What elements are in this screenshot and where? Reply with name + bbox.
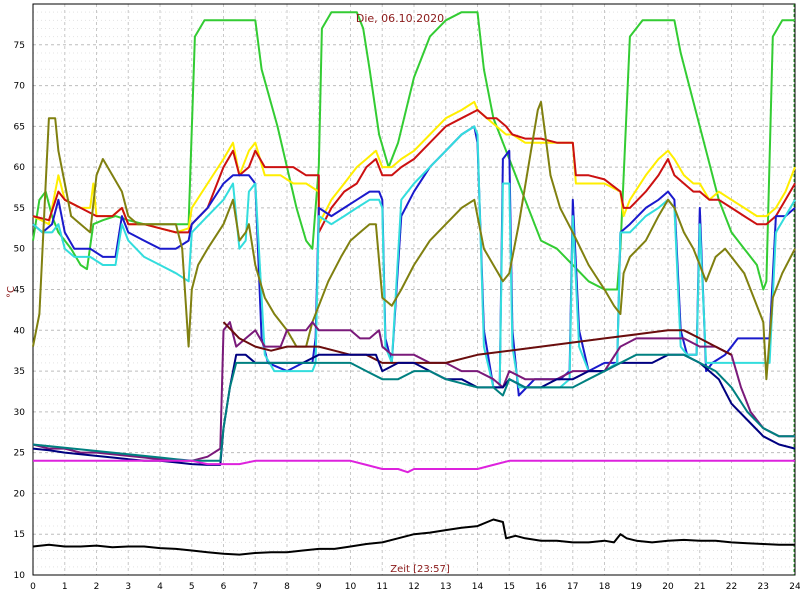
x-tick-label: 17: [567, 582, 578, 592]
y-axis-label: °C: [6, 286, 17, 298]
series-line: [32, 125, 796, 389]
series-line: [32, 518, 795, 556]
x-tick-label: 14: [472, 582, 484, 592]
x-tick-label: 16: [535, 582, 547, 592]
x-tick-label: 8: [284, 582, 290, 592]
x-tick-label: 6: [221, 582, 227, 592]
y-tick-label: 20: [14, 489, 26, 499]
y-tick-label: 15: [14, 530, 25, 540]
x-tick-label: 24: [789, 582, 800, 592]
y-tick-label: 30: [14, 408, 26, 418]
x-tick-label: 19: [631, 582, 643, 592]
series-line: [32, 11, 795, 291]
chart-title: Die, 06.10.2020: [356, 12, 444, 25]
series-line: [33, 459, 795, 474]
chart-series-group: [32, 11, 796, 556]
x-tick-label: 23: [758, 582, 769, 592]
series-line: [222, 321, 732, 364]
plot-frame: [32, 3, 796, 576]
y-tick-label: 25: [14, 449, 25, 459]
x-tick-label: 21: [694, 582, 705, 592]
y-tick-label: 40: [14, 326, 26, 336]
y-tick-label: 70: [14, 82, 26, 92]
x-tick-label: 3: [125, 582, 131, 592]
x-tick-label: 5: [189, 582, 195, 592]
series-line: [32, 109, 796, 234]
x-tick-label: 4: [157, 582, 163, 592]
x-tick-label: 18: [599, 582, 611, 592]
x-tick-label: 22: [726, 582, 737, 592]
y-tick-label: 10: [14, 571, 26, 581]
y-tick-label: 35: [14, 367, 25, 377]
x-tick-label: 2: [94, 582, 100, 592]
x-tick-label: 0: [30, 582, 36, 592]
x-axis-label: Zeit [23:57]: [390, 564, 450, 575]
x-tick-label: 12: [408, 582, 419, 592]
y-tick-label: 65: [14, 122, 25, 132]
series-line: [32, 353, 795, 462]
x-tick-label: 11: [377, 582, 388, 592]
x-tick-label: 15: [504, 582, 515, 592]
y-tick-label: 50: [14, 245, 26, 255]
y-tick-label: 45: [14, 286, 25, 296]
x-tick-label: 7: [252, 582, 258, 592]
y-tick-label: 75: [14, 41, 25, 51]
x-tick-label: 9: [316, 582, 322, 592]
series-line: [32, 100, 796, 381]
x-tick-label: 20: [662, 582, 674, 592]
x-tick-label: 13: [440, 582, 451, 592]
x-tick-label: 1: [62, 582, 68, 592]
x-tick-label: 10: [345, 582, 357, 592]
chart-axes: 0 1 2 3 4 5 6 7 8 9 10 11 12 13 14 15 16 17 18 19 20 21 22 23 24…: [14, 3, 800, 592]
y-tick-label: 55: [14, 204, 25, 214]
y-tick-label: 60: [14, 163, 26, 173]
